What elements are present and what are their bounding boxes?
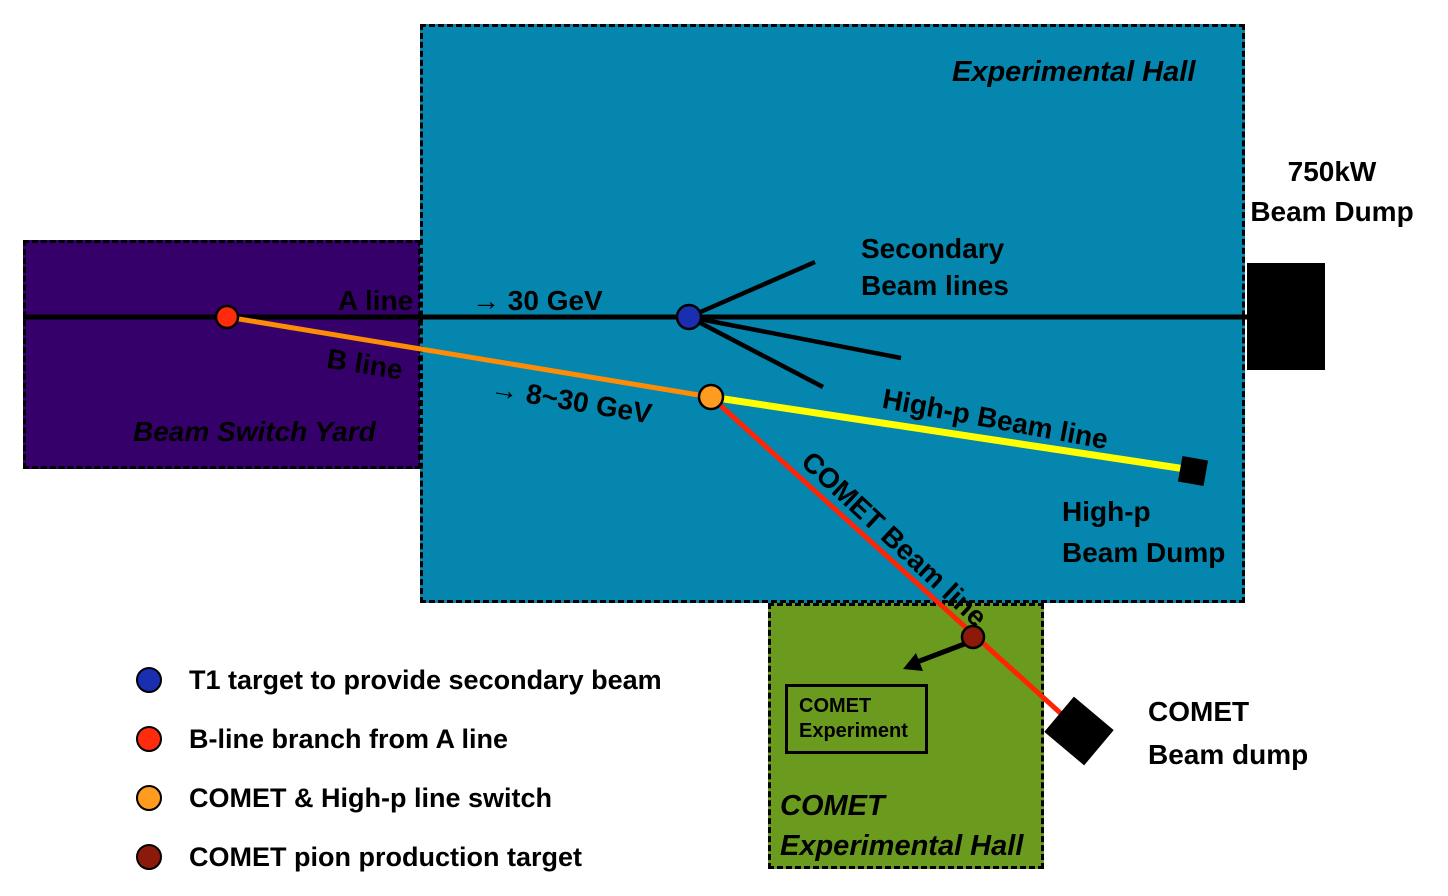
dump-750-label-line2: Beam Dump: [1250, 195, 1414, 227]
comet-beam-dump-label: COMET Beam dump: [1148, 690, 1308, 777]
high-p-dump-label-line1: High-p: [1062, 496, 1151, 527]
high-p-beam-dump-label: High-p Beam Dump: [1062, 492, 1225, 573]
comet-dump-label-line2: Beam dump: [1148, 739, 1309, 771]
comet-experiment-box-line2: Experiment: [799, 720, 908, 742]
beam-switch-yard-label: Beam Switch Yard: [133, 416, 376, 447]
high-p-dump-label-line2: Beam Dump: [1062, 536, 1226, 568]
legend: T1 target to provide secondary beam B-li…: [136, 664, 662, 896]
energy-30gev-label: → 30 GeV: [472, 285, 603, 316]
comet-experiment-box-line1: COMET: [799, 695, 872, 717]
comet-experiment-box: COMET Experiment: [785, 684, 928, 754]
legend-item-b-line-branch: B-line branch from A line: [136, 723, 662, 755]
legend-item-label: COMET & High-p line switch: [189, 782, 552, 813]
secondary-label-line1: Secondary: [861, 233, 1005, 264]
beam-dump-750kw-label: 750kW Beam Dump: [1238, 152, 1426, 232]
experimental-hall-label: Experimental Hall: [952, 56, 1196, 88]
legend-item-label: B-line branch from A line: [189, 723, 509, 754]
t1-target-dot-icon: [136, 667, 162, 693]
secondary-beam-lines-label: Secondary Beam lines: [861, 231, 1009, 305]
comet-beam-dump: [1044, 696, 1114, 766]
comet-experimental-hall-label: COMET Experimental Hall: [780, 786, 1023, 866]
legend-item-label: COMET pion production target: [189, 841, 582, 872]
secondary-label-line2: Beam lines: [861, 269, 1009, 301]
beam-dump-750kw: [1247, 263, 1325, 370]
comet-hall-label-line1: COMET: [780, 790, 885, 822]
comet-dump-label-line1: COMET: [1148, 696, 1250, 727]
line-switch-dot-icon: [136, 785, 162, 811]
dump-750-label-line1: 750kW: [1287, 156, 1377, 187]
legend-item-pion-target: COMET pion production target: [136, 841, 662, 873]
legend-item-t1-target: T1 target to provide secondary beam: [136, 664, 662, 696]
b-line-branch-dot-icon: [136, 726, 162, 752]
legend-item-line-switch: COMET & High-p line switch: [136, 782, 662, 814]
a-line-label: A line: [338, 285, 414, 316]
comet-hall-label-line2: Experimental Hall: [780, 830, 1024, 863]
legend-item-label: T1 target to provide secondary beam: [189, 664, 662, 695]
pion-target-dot-icon: [136, 844, 162, 870]
